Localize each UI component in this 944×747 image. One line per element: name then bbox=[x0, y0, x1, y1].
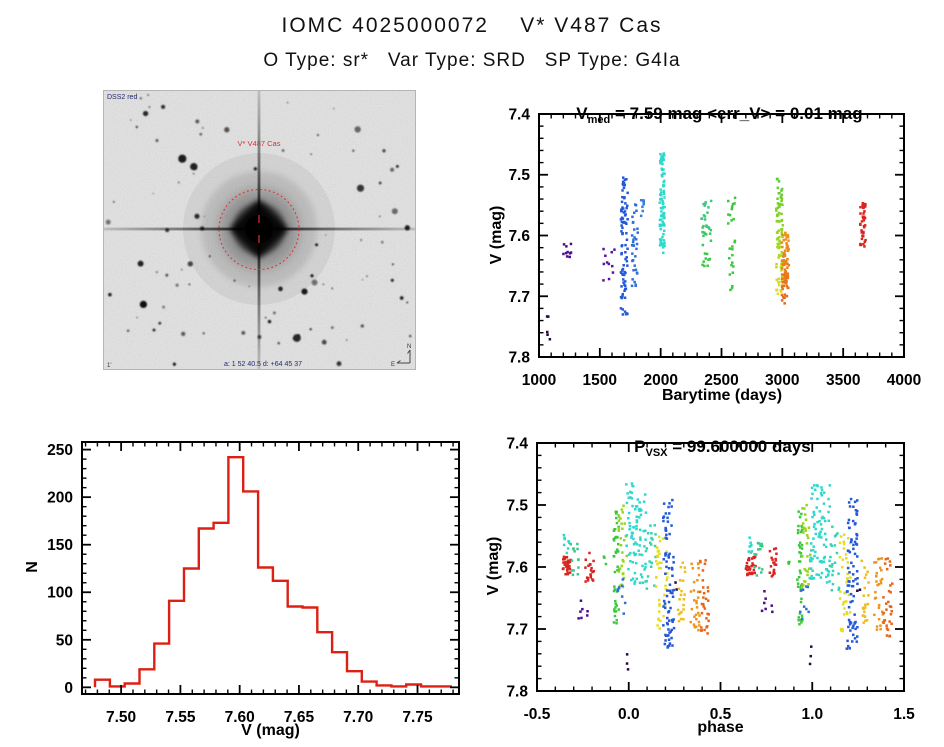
histogram-plot: 7.50 7.55 7.60 7.65 7.70 7.75 0 50 100 150 200 250 bbox=[47, 441, 460, 726]
finder-chart-image: DSS2 red V* V487 Cas a: 1 52 40.5 d: +64… bbox=[103, 90, 416, 370]
svg-text:7.6: 7.6 bbox=[506, 560, 528, 577]
histogram-tick-labels: 7.50 7.55 7.60 7.65 7.70 7.75 0 50 100 150 200 250 bbox=[47, 442, 433, 726]
svg-text:0.5: 0.5 bbox=[710, 706, 732, 723]
compass-north-label: N bbox=[407, 344, 411, 350]
target-name-label: V* V487 Cas bbox=[238, 139, 281, 148]
phase-xlabel: phase bbox=[697, 719, 744, 736]
svg-text:7.7: 7.7 bbox=[508, 289, 530, 306]
svg-text:7.4: 7.4 bbox=[506, 436, 528, 453]
svg-text:7.5: 7.5 bbox=[508, 167, 530, 184]
survey-label: DSS2 red bbox=[107, 94, 137, 101]
svg-text:4000: 4000 bbox=[887, 372, 921, 389]
svg-text:3000: 3000 bbox=[765, 372, 799, 389]
finder-chart-panel: DSS2 red V* V487 Cas a: 1 52 40.5 d: +64… bbox=[103, 90, 416, 370]
svg-text:7.8: 7.8 bbox=[508, 350, 530, 367]
compass-east-label: E bbox=[391, 362, 395, 368]
compass-icon: N E bbox=[391, 344, 411, 368]
svg-text:7.4: 7.4 bbox=[508, 107, 530, 124]
svg-text:7.50: 7.50 bbox=[106, 709, 136, 726]
svg-text:7.60: 7.60 bbox=[225, 709, 255, 726]
svg-text:7.65: 7.65 bbox=[284, 709, 315, 726]
svg-text:0: 0 bbox=[64, 680, 73, 697]
svg-text:1.5: 1.5 bbox=[893, 706, 915, 723]
histogram-xlabel: V (mag) bbox=[241, 722, 300, 739]
svg-text:7.55: 7.55 bbox=[165, 709, 196, 726]
lightcurve-tick-labels: 1000 1500 2000 2500 3000 3500 4000 7.4 7.5 7.6 7.7… bbox=[508, 107, 921, 390]
svg-text:7.70: 7.70 bbox=[343, 709, 373, 726]
lightcurve-ylabel: V (mag) bbox=[488, 205, 505, 265]
svg-text:0.0: 0.0 bbox=[618, 706, 640, 723]
finder-border bbox=[103, 90, 416, 370]
scale-label: 1' bbox=[107, 363, 111, 369]
lightcurve-plot: 1000 1500 2000 2500 3000 3500 4000 7.4 7.5 7.6 7.7… bbox=[508, 107, 921, 390]
svg-text:2000: 2000 bbox=[643, 372, 677, 389]
svg-text:1000: 1000 bbox=[522, 372, 556, 389]
svg-text:1.0: 1.0 bbox=[802, 706, 824, 723]
svg-text:100: 100 bbox=[47, 585, 73, 602]
page-subtitle: O Type: sr* Var Type: SRD SP Type: G4Ia bbox=[263, 50, 681, 71]
svg-text:150: 150 bbox=[47, 537, 73, 554]
phase_curve-plot: -0.5 0.0 0.5 1.0 1.5 7.4 7.5 7.6 7.7 7.8 bbox=[506, 436, 915, 724]
phase_curve-tick-labels: -0.5 0.0 0.5 1.0 1.5 7.4 7.5 7.6 7.7 7.8 bbox=[506, 436, 915, 724]
svg-text:2500: 2500 bbox=[704, 372, 738, 389]
svg-text:50: 50 bbox=[56, 632, 73, 649]
phase_curve-points bbox=[561, 482, 894, 671]
histogram-steps bbox=[93, 456, 452, 688]
svg-text:1500: 1500 bbox=[583, 372, 617, 389]
lightcurve-xlabel: Barytime (days) bbox=[661, 387, 783, 404]
page-title: IOMC 4025000072 V* V487 Cas bbox=[281, 14, 663, 37]
histogram-ylabel: N bbox=[24, 561, 41, 573]
svg-text:7.5: 7.5 bbox=[506, 498, 528, 515]
svg-text:3500: 3500 bbox=[826, 372, 860, 389]
aperture-circle bbox=[218, 188, 300, 271]
phase_curve-axes bbox=[536, 442, 905, 692]
svg-text:7.75: 7.75 bbox=[402, 709, 433, 726]
svg-text:7.6: 7.6 bbox=[508, 228, 530, 245]
lightcurve-points bbox=[545, 152, 867, 341]
svg-text:7.7: 7.7 bbox=[506, 622, 528, 639]
lightcurve-title: Vmed = 7.59 mag <err_V> = 0.01 mag bbox=[576, 104, 863, 126]
phase-title: PVSX = 99.600000 days bbox=[634, 437, 811, 459]
phase-ylabel: V (mag) bbox=[485, 536, 502, 596]
svg-text:200: 200 bbox=[47, 490, 73, 507]
svg-text:7.8: 7.8 bbox=[506, 684, 528, 701]
coords-label: a: 1 52 40.5 d: +64 45 37 bbox=[224, 361, 302, 368]
histogram-axes bbox=[81, 441, 460, 695]
svg-text:250: 250 bbox=[47, 442, 73, 459]
star-field bbox=[103, 90, 416, 370]
svg-text:-0.5: -0.5 bbox=[524, 706, 551, 723]
lightcurve-axes bbox=[538, 113, 905, 358]
